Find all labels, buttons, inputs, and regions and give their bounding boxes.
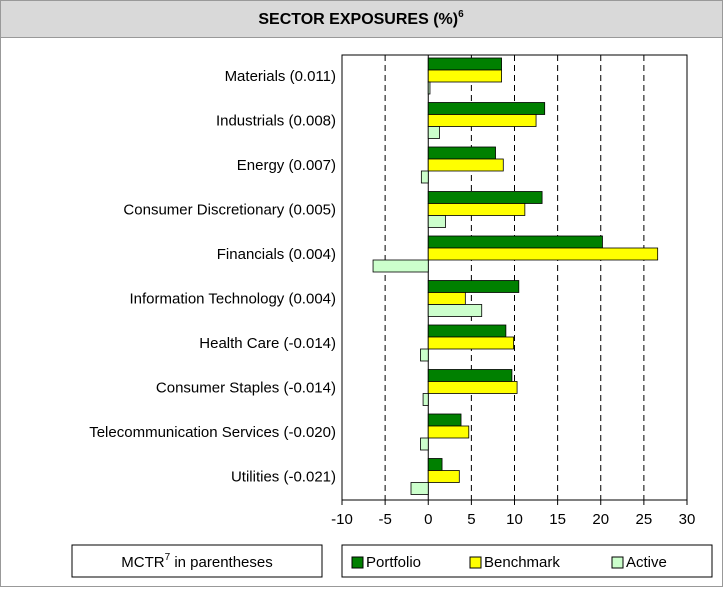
legend-swatch xyxy=(469,556,482,569)
x-tick-label: 0 xyxy=(424,511,432,528)
legend-box xyxy=(341,544,713,578)
chart-title: SECTOR EXPOSURES (%)6 xyxy=(258,9,464,29)
y-tick-label: Information Technology (0.004) xyxy=(129,291,336,308)
legend-swatch xyxy=(351,556,364,569)
bar xyxy=(427,381,518,394)
bar xyxy=(427,146,496,160)
title-bar xyxy=(0,0,723,38)
bar xyxy=(427,413,462,427)
bar xyxy=(427,57,502,71)
bar xyxy=(427,203,526,216)
bar xyxy=(427,247,659,261)
x-tick-label: 20 xyxy=(592,511,609,528)
bar xyxy=(420,437,429,451)
bar xyxy=(427,425,470,439)
y-tick-label: Consumer Staples (-0.014) xyxy=(156,380,336,397)
bar xyxy=(427,292,466,305)
bar xyxy=(427,191,543,204)
bar xyxy=(427,280,520,293)
y-tick-label: Industrials (0.008) xyxy=(216,113,336,130)
bar xyxy=(427,102,546,115)
bar xyxy=(427,304,483,317)
y-tick-label: Telecommunication Services (-0.020) xyxy=(89,424,336,441)
bar xyxy=(427,235,603,249)
y-tick-label: Consumer Discretionary (0.005) xyxy=(123,202,336,219)
bar xyxy=(427,336,515,350)
bar xyxy=(427,369,513,382)
bar xyxy=(422,393,429,406)
y-tick-label: Materials (0.011) xyxy=(225,68,336,85)
bar xyxy=(410,482,429,495)
bar xyxy=(427,324,507,338)
bar xyxy=(427,81,431,95)
x-tick-label: 15 xyxy=(549,511,566,528)
y-tick-label: Health Care (-0.014) xyxy=(199,335,336,352)
y-tick-label: Utilities (-0.021) xyxy=(231,469,336,486)
y-tick-label: Financials (0.004) xyxy=(217,246,336,263)
legend-label: Benchmark xyxy=(484,554,560,571)
bar xyxy=(427,126,440,139)
x-tick-label: 5 xyxy=(467,511,475,528)
x-tick-label: -5 xyxy=(378,511,391,528)
bar xyxy=(427,158,504,172)
note: MCTR7 in parentheses xyxy=(121,552,272,571)
bar xyxy=(427,69,502,83)
x-tick-label: 25 xyxy=(636,511,653,528)
legend-swatch xyxy=(611,556,624,569)
bar xyxy=(427,114,537,127)
bar xyxy=(372,259,429,273)
y-tick-label: Energy (0.007) xyxy=(237,157,336,174)
legend-label: Portfolio xyxy=(366,554,421,571)
bar xyxy=(427,215,446,228)
legend-label: Active xyxy=(626,554,667,571)
note-box xyxy=(71,544,323,578)
bar xyxy=(427,458,443,471)
x-tick-label: -10 xyxy=(331,511,353,528)
bar xyxy=(420,348,429,362)
bar xyxy=(427,470,460,483)
x-tick-label: 10 xyxy=(506,511,523,528)
bar xyxy=(420,170,429,184)
x-tick-label: 30 xyxy=(679,511,696,528)
